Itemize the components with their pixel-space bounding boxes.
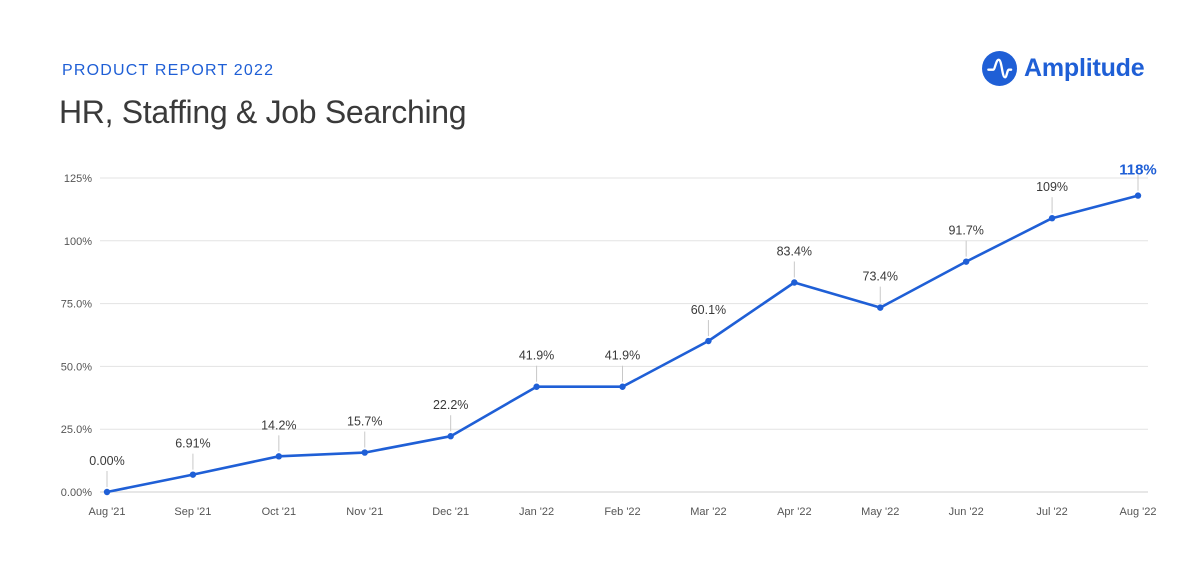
x-tick-label: Sep '21 (174, 506, 211, 518)
x-tick-label: Jun '22 (949, 506, 984, 518)
brand-logo: Amplitude (982, 50, 1145, 86)
data-label: 73.4% (863, 270, 898, 284)
y-tick-label: 100% (64, 236, 92, 248)
data-label: 91.7% (948, 224, 983, 238)
y-tick-label: 25.0% (61, 424, 92, 436)
y-tick-label: 0.00% (61, 487, 92, 499)
x-tick-label: Mar '22 (690, 506, 726, 518)
data-point (962, 258, 970, 265)
x-tick-label: Jan '22 (519, 506, 554, 518)
amplitude-logo-icon (982, 50, 1017, 86)
data-point (705, 337, 712, 345)
data-label: 15.7% (347, 415, 382, 429)
data-point (877, 304, 884, 311)
data-label: 109% (1036, 180, 1068, 194)
data-label: 60.1% (691, 303, 726, 317)
x-tick-label: Apr '22 (777, 506, 812, 518)
data-label: 22.2% (433, 398, 468, 412)
data-label: 83.4% (777, 244, 812, 258)
data-label: 0.00% (89, 454, 124, 468)
data-label: 118% (1119, 162, 1157, 179)
data-point (189, 471, 197, 478)
data-point (275, 453, 283, 460)
data-point (533, 383, 540, 390)
series-line (105, 194, 1140, 494)
data-point (361, 449, 368, 456)
y-tick-label: 50.0% (61, 361, 92, 373)
x-tick-label: Feb '22 (604, 506, 640, 518)
data-label: 14.2% (261, 418, 296, 432)
x-tick-label: Jul '22 (1036, 506, 1067, 518)
y-tick-label: 125% (64, 173, 92, 185)
y-tick-label: 75.0% (61, 299, 92, 311)
data-label: 41.9% (605, 349, 640, 363)
data-label: 41.9% (519, 349, 554, 363)
x-tick-label: Dec '21 (432, 506, 469, 518)
x-tick-label: May '22 (861, 506, 899, 518)
x-tick-label: Nov '21 (346, 506, 383, 518)
x-tick-label: Oct '21 (262, 506, 297, 518)
data-label: 6.91% (175, 437, 210, 451)
x-tick-label: Aug '21 (89, 506, 126, 518)
data-point (1048, 214, 1056, 222)
brand-name: Amplitude (1024, 53, 1145, 82)
data-point (619, 383, 626, 390)
data-point (447, 433, 454, 440)
data-point (103, 488, 111, 496)
page-title: HR, Staffing & Job Searching (59, 94, 467, 130)
data-point (1134, 192, 1142, 199)
x-tick-label: Aug '22 (1120, 506, 1157, 518)
data-point (791, 279, 798, 286)
report-eyebrow: PRODUCT REPORT 2022 (62, 62, 275, 79)
